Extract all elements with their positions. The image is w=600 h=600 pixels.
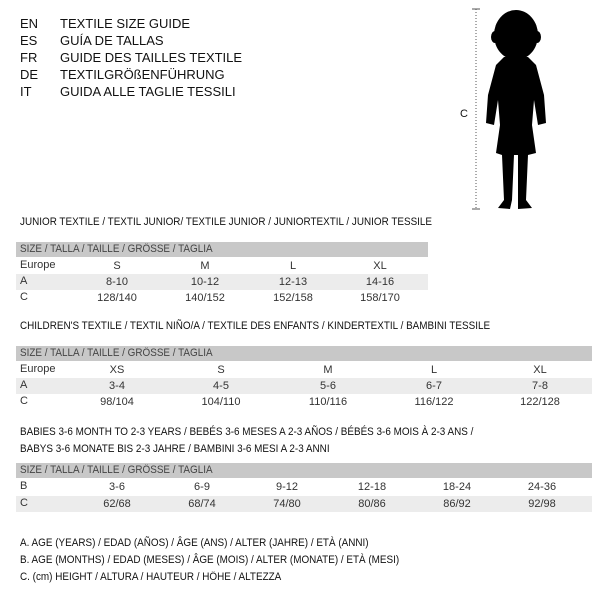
legend-item: A. AGE (YEARS) / EDAD (AÑOS) / ÂGE (ANS)… [20, 537, 369, 549]
row-label: A [20, 275, 28, 287]
cell: 104/110 [201, 396, 241, 408]
cell: M [200, 260, 210, 272]
cell: XL [373, 260, 387, 272]
section-title: BABIES 3-6 MONTH TO 2-3 YEARS / BEBÉS 3-… [20, 426, 474, 438]
cell: 10-12 [190, 276, 220, 288]
height-label: C [460, 108, 468, 120]
cell: 74/80 [273, 498, 301, 510]
cell: 4-5 [213, 380, 229, 392]
cell: 5-6 [320, 380, 336, 392]
lang-code: DE [20, 67, 39, 82]
lang-code: IT [20, 84, 32, 99]
section-title: CHILDREN'S TEXTILE / TEXTIL NIÑO/A / TEX… [20, 320, 491, 332]
size-header: SIZE / TALLA / TAILLE / GRÖSSE / TAGLIA [20, 347, 213, 359]
section-title: JUNIOR TEXTILE / TEXTIL JUNIOR/ TEXTILE … [20, 216, 433, 228]
cell: 92/98 [528, 498, 556, 510]
legend-item: B. AGE (MONTHS) / EDAD (MESES) / ÂGE (MO… [20, 554, 400, 566]
size-header-bar: SIZE / TALLA / TAILLE / GRÖSSE / TAGLIA [16, 346, 592, 361]
table-row: C 98/104 104/110 110/116 116/122 122/128 [16, 394, 592, 410]
cell: 6-7 [426, 380, 442, 392]
lang-title: TEXTILGRÖßENFÜHRUNG [60, 67, 225, 82]
cell: 18-24 [442, 481, 472, 493]
row-label: B [20, 480, 28, 492]
cell: 68/74 [188, 498, 216, 510]
size-header-bar: SIZE / TALLA / TAILLE / GRÖSSE / TAGLIA [16, 463, 592, 478]
lang-title: GUIDE DES TAILLES TEXTILE [60, 50, 243, 65]
table-row: A 8-10 10-12 12-13 14-16 [16, 274, 428, 290]
cell: 12-18 [357, 481, 387, 493]
cell: 140/152 [185, 292, 225, 304]
lang-code: EN [20, 16, 39, 31]
cell: M [323, 364, 333, 376]
cell: 110/116 [308, 396, 348, 408]
lang-title: TEXTILE SIZE GUIDE [60, 16, 191, 31]
cell: 98/104 [100, 396, 134, 408]
cell: L [430, 364, 438, 376]
cell: 24-36 [527, 481, 557, 493]
lang-code: ES [20, 33, 38, 48]
lang-title: GUIDA ALLE TAGLIE TESSILI [60, 84, 236, 99]
cell: 12-13 [278, 276, 308, 288]
child-silhouette-icon [472, 8, 546, 210]
size-header: SIZE / TALLA / TAILLE / GRÖSSE / TAGLIA [20, 464, 213, 476]
cell: 158/170 [360, 292, 400, 304]
cell: S [217, 364, 225, 376]
cell: 86/92 [443, 498, 471, 510]
cell: 80/86 [358, 498, 386, 510]
size-header: SIZE / TALLA / TAILLE / GRÖSSE / TAGLIA [20, 243, 213, 255]
cell: 122/128 [520, 396, 560, 408]
cell: 62/68 [103, 498, 131, 510]
cell: XL [533, 364, 547, 376]
cell: L [289, 260, 297, 272]
legend-item: C. (cm) HEIGHT / ALTURA / HAUTEUR / HÖHE… [20, 571, 282, 583]
cell: 116/122 [414, 396, 454, 408]
cell: 9-12 [275, 481, 299, 493]
table-row: C 128/140 140/152 152/158 158/170 [16, 290, 428, 306]
table-row: B 3-6 6-9 9-12 12-18 18-24 24-36 [16, 479, 592, 495]
row-label: Europe [20, 259, 56, 271]
cell: 6-9 [194, 481, 210, 493]
row-label: Europe [20, 363, 56, 375]
row-label: C [20, 291, 28, 303]
table-row: Europe XS S M L XL [16, 362, 592, 378]
row-label: A [20, 379, 28, 391]
cell: 8-10 [105, 276, 129, 288]
lang-title: GUÍA DE TALLAS [60, 33, 164, 48]
cell: XS [109, 364, 125, 376]
cell: S [113, 260, 121, 272]
size-header-bar: SIZE / TALLA / TAILLE / GRÖSSE / TAGLIA [16, 242, 428, 257]
cell: 152/158 [273, 292, 313, 304]
row-label: C [20, 395, 28, 407]
cell: 3-6 [109, 481, 125, 493]
cell: 7-8 [532, 380, 548, 392]
lang-code: FR [20, 50, 38, 65]
row-label: C [20, 497, 28, 509]
cell: 14-16 [365, 276, 395, 288]
table-row: A 3-4 4-5 5-6 6-7 7-8 [16, 378, 592, 394]
cell: 128/140 [97, 292, 137, 304]
section-title: BABYS 3-6 MONATE BIS 2-3 JAHRE / BAMBINI… [20, 443, 330, 455]
cell: 3-4 [109, 380, 125, 392]
table-row: Europe S M L XL [16, 258, 428, 274]
table-row: C 62/68 68/74 74/80 80/86 86/92 92/98 [16, 496, 592, 512]
